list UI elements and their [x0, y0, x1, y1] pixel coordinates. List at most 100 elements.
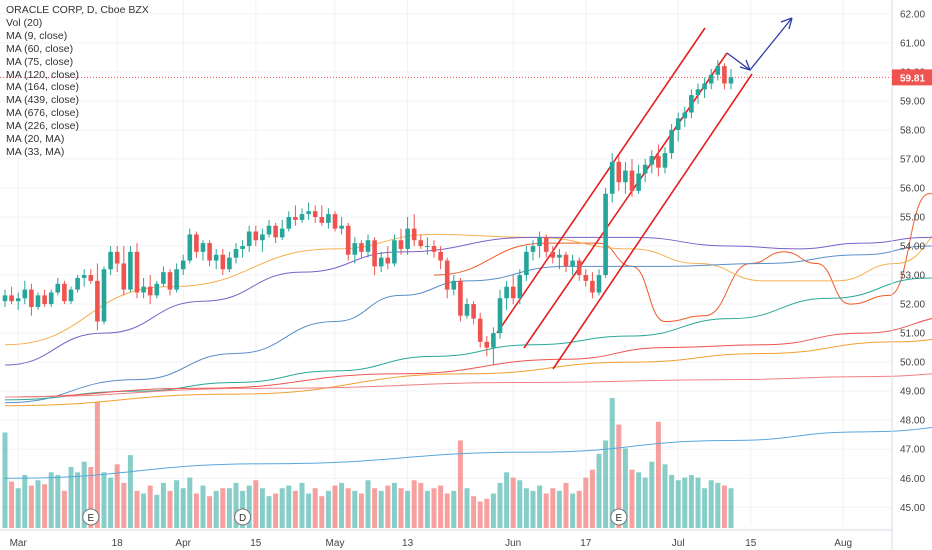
candle-body	[623, 170, 628, 183]
volume-bar	[2, 432, 8, 528]
candle-body	[22, 289, 28, 299]
volume-bar	[471, 496, 477, 528]
candle-body	[425, 246, 430, 248]
candle-body	[722, 66, 727, 84]
candle-body	[563, 254, 569, 267]
x-tick-label: 13	[402, 538, 414, 549]
legend-item[interactable]: MA (120, close)	[6, 68, 79, 81]
candle-body	[200, 243, 206, 252]
price-badge	[892, 69, 932, 86]
candle-body	[15, 298, 21, 302]
arrow-head-down	[739, 59, 751, 71]
ma-164-line	[4, 318, 932, 398]
candle-body	[121, 263, 127, 290]
volume-bar	[352, 490, 358, 528]
candle-body	[491, 333, 496, 348]
volume-bar	[325, 490, 331, 528]
legend-item[interactable]: MA (9, close)	[6, 29, 68, 42]
volume-bar	[299, 482, 305, 528]
volume-bar	[319, 496, 325, 528]
candle-body	[68, 289, 74, 302]
legend-item[interactable]: Vol (20)	[6, 16, 43, 29]
candle-body	[570, 260, 575, 267]
moving-averages	[4, 192, 932, 479]
volume-bar	[424, 490, 430, 528]
y-tick-label: 46.00	[900, 474, 925, 485]
legend-item[interactable]: MA (164, close)	[6, 81, 79, 94]
volume-bar	[306, 493, 312, 528]
candle-body	[689, 95, 694, 113]
candle-body	[451, 280, 457, 290]
candle-body	[510, 286, 516, 299]
volume-bar	[279, 488, 285, 528]
volume-bar	[42, 484, 48, 528]
candle-body	[405, 228, 410, 249]
volume-bar	[682, 477, 688, 528]
volume-bar	[292, 490, 298, 528]
candle-body	[227, 257, 232, 270]
volume-bar	[517, 480, 523, 528]
candle-body	[293, 217, 298, 220]
volume-bar	[127, 455, 133, 528]
legend-item[interactable]: MA (60, close)	[6, 42, 74, 55]
volume-bar	[523, 488, 529, 528]
legend-item[interactable]: MA (20, MA)	[6, 133, 65, 146]
volume-bar	[147, 485, 153, 528]
candle-body	[708, 74, 714, 84]
legend-title[interactable]: ORACLE CORP, D, Cboe BZX	[6, 4, 149, 16]
volume-bar	[266, 496, 272, 528]
candle-body	[134, 251, 140, 293]
candle-body	[42, 295, 47, 305]
volume-bar	[154, 494, 160, 528]
candle-body	[2, 295, 8, 302]
candle-body	[385, 257, 391, 264]
candle-body	[464, 304, 470, 316]
candle-body	[167, 272, 173, 290]
candle-body	[339, 225, 344, 229]
candle-body	[669, 129, 674, 154]
y-tick-label: 49.00	[900, 387, 925, 398]
candle-body	[233, 248, 239, 258]
volume-bar	[339, 482, 345, 528]
candle-body	[194, 234, 199, 252]
volume-bar	[688, 474, 694, 528]
candle-body	[590, 280, 595, 293]
candle-body	[438, 251, 443, 261]
candle-body	[642, 164, 648, 174]
candle-body	[372, 240, 377, 267]
volume-bar	[207, 496, 213, 528]
volume-bar	[537, 485, 543, 528]
volume-bar	[286, 485, 292, 528]
candle-body	[484, 341, 490, 348]
candle-body	[48, 292, 54, 305]
legend-item[interactable]: MA (226, close)	[6, 120, 79, 133]
candle-body	[266, 225, 272, 235]
legend-items: Vol (20) MA (9, close) MA (60, close) MA (7…	[6, 17, 149, 159]
volume-bar	[332, 485, 338, 528]
legend-item[interactable]: MA (439, close)	[6, 94, 79, 107]
volume-bar	[715, 482, 721, 528]
volume-bar	[134, 490, 140, 528]
volume-bar	[372, 488, 378, 528]
candle-body	[418, 240, 424, 247]
volume-bar	[662, 464, 668, 528]
legend-item[interactable]: MA (33, MA)	[6, 145, 65, 158]
volume-bar	[695, 477, 701, 528]
y-tick-label: 53.00	[900, 271, 925, 282]
legend-item[interactable]: MA (676, close)	[6, 107, 79, 120]
legend: ORACLE CORP, D, Cboe BZX Vol (20) MA (9, …	[6, 4, 149, 159]
x-tick-label: 18	[112, 538, 124, 549]
candle-body	[75, 277, 80, 290]
legend-item[interactable]: MA (75, close)	[6, 55, 74, 68]
price-badge-label: 59.81	[900, 73, 925, 84]
y-tick-label: 57.00	[900, 154, 925, 165]
volume-bar	[589, 469, 595, 528]
candle-body	[246, 231, 252, 247]
y-tick-label: 51.00	[900, 329, 925, 340]
y-tick-label: 56.00	[900, 183, 925, 194]
x-tick-label: Mar	[10, 538, 28, 549]
candle-body	[81, 275, 87, 278]
candle-body	[629, 170, 635, 191]
